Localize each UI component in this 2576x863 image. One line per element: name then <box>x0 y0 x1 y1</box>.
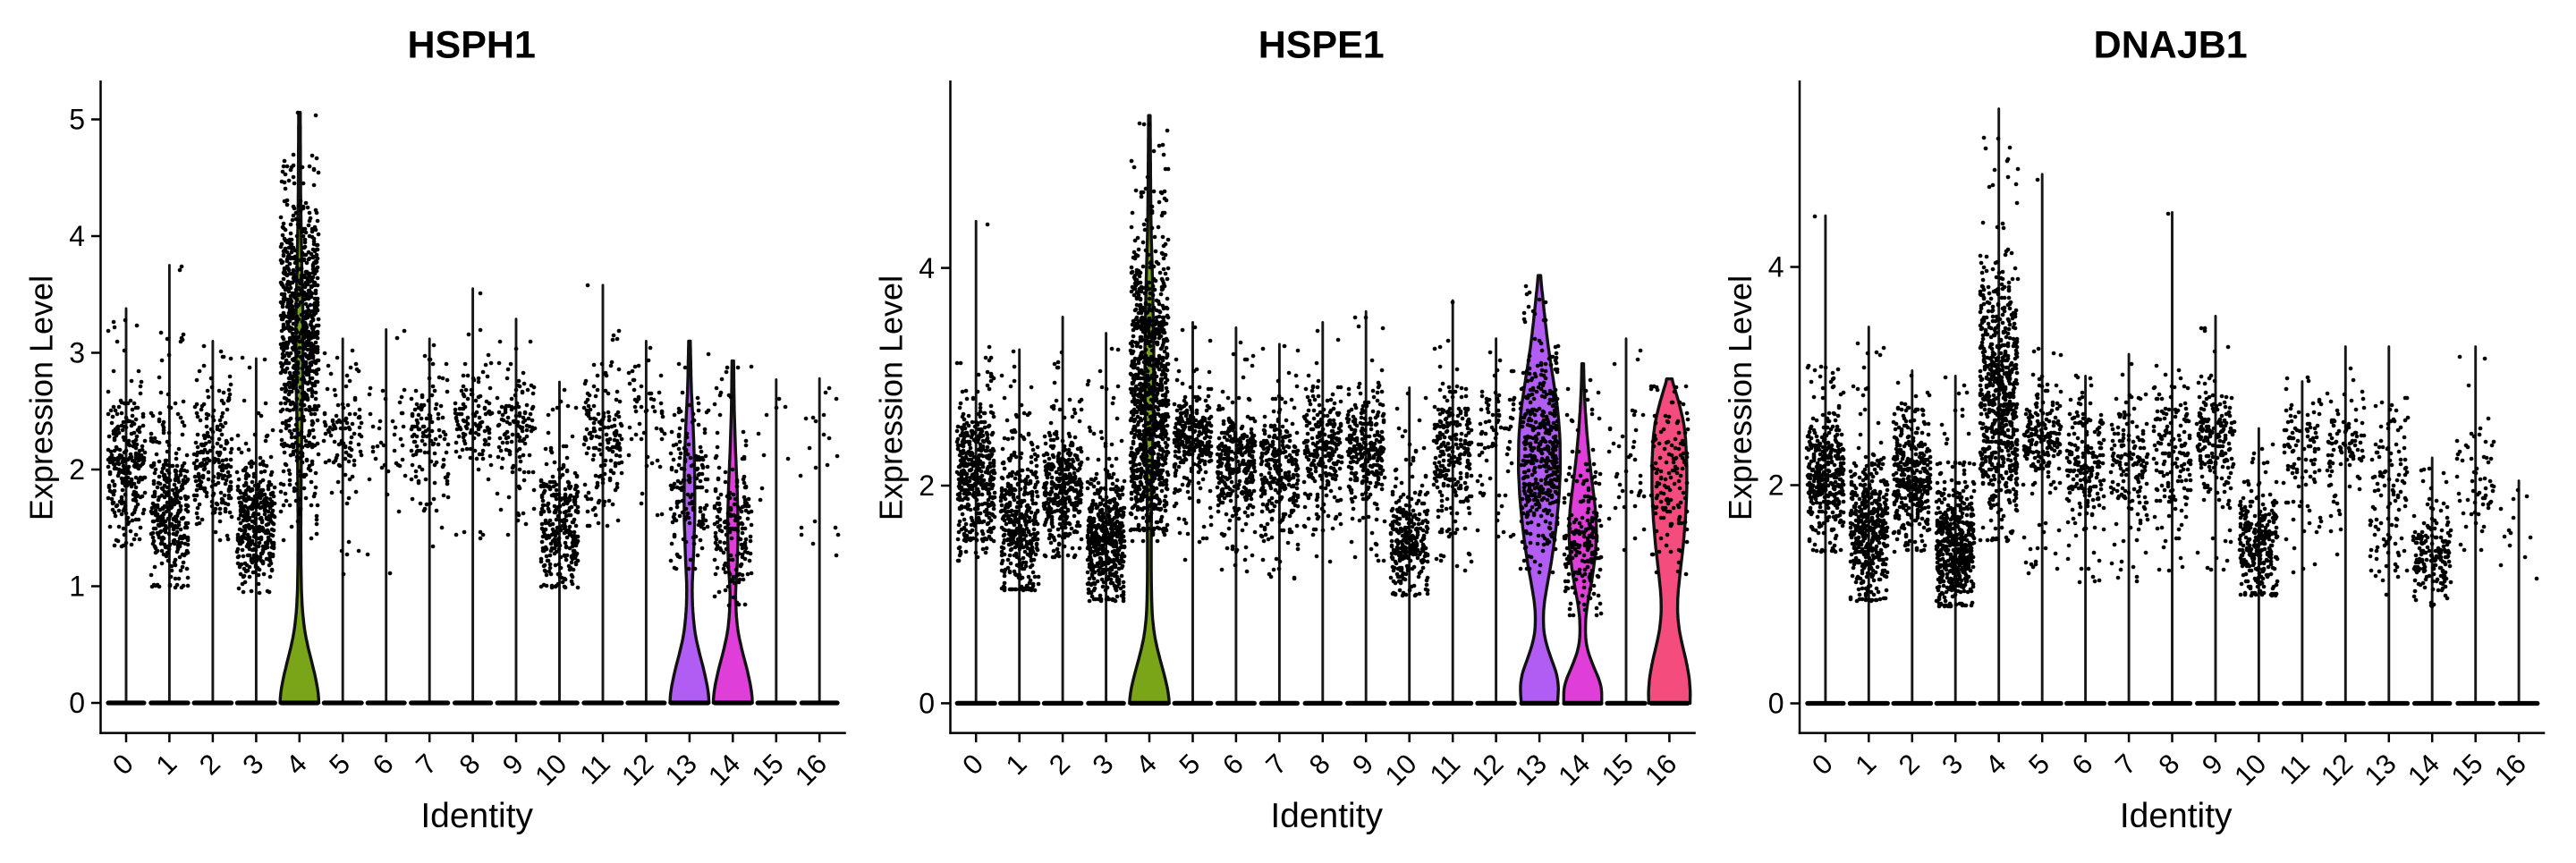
svg-text:0: 0 <box>69 687 85 719</box>
svg-text:0: 0 <box>1768 688 1784 720</box>
svg-text:4: 4 <box>69 220 85 252</box>
svg-text:4: 4 <box>1768 251 1784 283</box>
svg-text:Identity: Identity <box>1270 797 1383 835</box>
svg-text:Identity: Identity <box>420 797 533 835</box>
svg-text:HSPE1: HSPE1 <box>1258 24 1385 67</box>
svg-text:2: 2 <box>919 470 935 502</box>
svg-text:3: 3 <box>69 337 85 369</box>
svg-text:4: 4 <box>919 252 935 284</box>
svg-text:Expression Level: Expression Level <box>23 275 60 520</box>
svg-text:Identity: Identity <box>2120 797 2233 835</box>
svg-text:2: 2 <box>69 453 85 486</box>
svg-text:1: 1 <box>69 571 85 603</box>
svg-text:DNAJB1: DNAJB1 <box>2094 24 2248 67</box>
svg-text:5: 5 <box>69 104 85 136</box>
svg-text:2: 2 <box>1768 470 1784 502</box>
svg-text:Expression Level: Expression Level <box>873 275 910 520</box>
svg-text:0: 0 <box>919 688 935 720</box>
svg-text:Expression Level: Expression Level <box>1722 275 1758 520</box>
svg-text:HSPH1: HSPH1 <box>408 24 536 67</box>
